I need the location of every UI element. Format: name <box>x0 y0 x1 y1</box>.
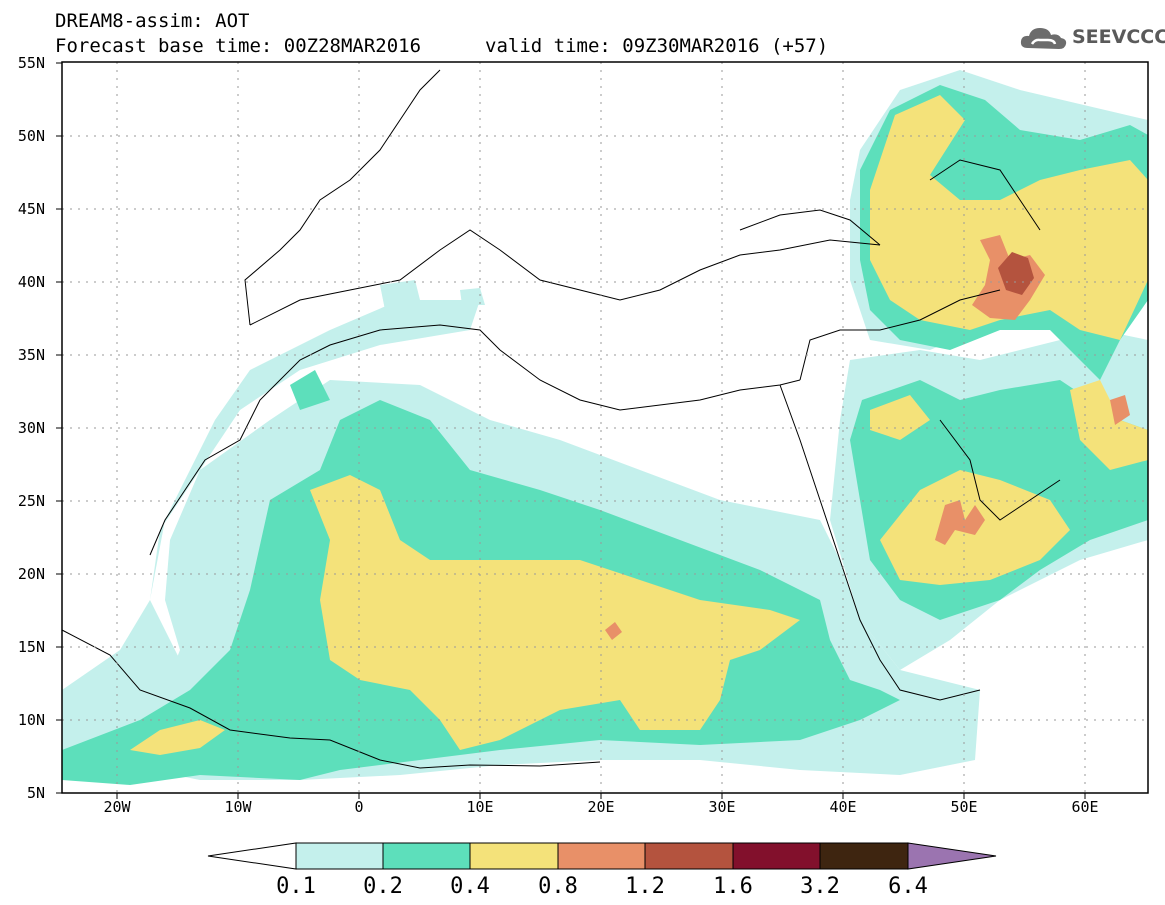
colorbar-max-arrow <box>907 842 997 870</box>
seevccc-logo: SEEVCCC <box>1018 22 1165 54</box>
aot-shading <box>62 70 1148 785</box>
colorbar-swatch <box>644 842 734 870</box>
lon-label: 10E <box>466 798 493 816</box>
lon-label: 30E <box>708 798 735 816</box>
lat-label: 20N <box>18 565 45 583</box>
black-sea-coast <box>739 209 881 246</box>
lat-label: 10N <box>18 711 45 729</box>
longitude-labels: 20W 10W 0 10E 20E 30E 40E 50E 60E <box>103 798 1098 816</box>
latitude-ticks <box>56 62 62 794</box>
colorbar-swatch <box>382 842 471 870</box>
colorbar-label: 6.4 <box>888 874 928 899</box>
colorbar-label: 1.2 <box>625 874 665 899</box>
gulf-coast <box>939 419 1061 521</box>
longitude-ticks <box>116 793 1086 799</box>
colorbar-min-arrow <box>207 842 297 870</box>
colorbar-label: 1.6 <box>713 874 753 899</box>
lat-label: 5N <box>27 784 45 802</box>
lat-label: 50N <box>18 127 45 145</box>
cloud-icon <box>1020 28 1067 49</box>
colorbar-swatch <box>819 842 909 870</box>
gulf-of-guinea-coast <box>62 629 601 769</box>
levant-coast <box>799 289 1001 381</box>
lat-label: 45N <box>18 200 45 218</box>
north-africa-coast <box>149 324 801 556</box>
lat-label: 35N <box>18 346 45 364</box>
lon-label: 10W <box>224 798 252 816</box>
forecast-times: Forecast base time: 00Z28MAR2016 valid ti… <box>55 35 828 57</box>
lon-label: 40E <box>829 798 856 816</box>
colorbar-swatch <box>295 842 384 870</box>
colorbar-label: 0.8 <box>538 874 578 899</box>
lon-label: 20W <box>103 798 131 816</box>
iberia-france-coast <box>244 69 441 326</box>
north-med-coast <box>249 229 881 326</box>
colorbar-label: 0.2 <box>363 874 403 899</box>
lon-label: 60E <box>1071 798 1098 816</box>
map-title: DREAM8-assim: AOT <box>55 10 250 32</box>
lon-label: 0 <box>354 798 363 816</box>
lat-label: 15N <box>18 638 45 656</box>
colorbar-label: 3.2 <box>800 874 840 899</box>
base-time: Forecast base time: 00Z28MAR2016 <box>55 35 422 57</box>
colorbar <box>207 842 997 870</box>
map-grid <box>62 62 1148 793</box>
aot-level-1-2 <box>998 252 1034 295</box>
lat-label: 25N <box>18 492 45 510</box>
lon-label: 50E <box>950 798 977 816</box>
red-sea-coast <box>779 384 981 701</box>
coastlines <box>62 69 1061 769</box>
valid-time: valid time: 09Z30MAR2016 (+57) <box>485 35 829 57</box>
colorbar-labels: 0.1 0.2 0.4 0.8 1.2 1.6 3.2 6.4 <box>276 874 928 899</box>
colorbar-label: 0.1 <box>276 874 316 899</box>
colorbar-label: 0.4 <box>450 874 490 899</box>
colorbar-swatch <box>732 842 821 870</box>
caspian-coast <box>929 159 1041 231</box>
lat-label: 30N <box>18 419 45 437</box>
logo-text: SEEVCCC <box>1072 26 1165 48</box>
lon-label: 20E <box>587 798 614 816</box>
latitude-labels: 55N 50N 45N 40N 35N 30N 25N 20N 15N 10N … <box>18 54 45 802</box>
lat-label: 55N <box>18 54 45 72</box>
lat-label: 40N <box>18 273 45 291</box>
colorbar-swatch <box>557 842 646 870</box>
aot-level-0-4 <box>130 95 1148 755</box>
colorbar-swatch <box>469 842 559 870</box>
